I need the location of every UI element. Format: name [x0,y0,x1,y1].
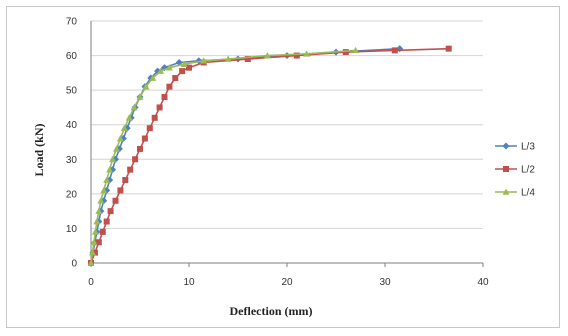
data-point [224,55,232,62]
y-tick-label: 70 [66,17,78,28]
data-point [103,218,110,225]
series-0 [87,45,404,267]
legend-label: L/3 [521,142,535,153]
y-tick-label: 20 [66,189,78,200]
data-point [179,68,186,75]
x-tick-label: 10 [183,277,195,288]
data-point [200,57,208,64]
data-point [445,45,452,52]
y-tick-label: 10 [66,224,78,235]
data-point [166,83,173,90]
line-chart: 0 10 20 30 40 50 60 70 0 10 20 30 40 L/3 L/2 L/4 Defle… [32,17,535,319]
data-point [161,94,168,101]
data-point [125,114,133,121]
data-point [293,52,300,59]
data-point [95,239,102,246]
data-point [112,197,119,204]
legend-swatch-marker [502,142,510,150]
legend-item: L/2 [495,165,535,176]
data-point [93,218,101,225]
data-point [244,56,251,63]
data-point [90,238,98,246]
y-tick-label: 40 [66,120,78,131]
x-axis-title: Deflection (mm) [230,304,313,318]
data-point [100,186,108,194]
data-point [109,155,117,163]
series-line [90,49,356,264]
data-point [122,177,129,184]
legend-item: L/4 [495,188,535,199]
x-tick-label: 20 [281,277,293,288]
legend: L/3 L/2 L/4 [495,142,535,199]
data-point [117,187,124,194]
y-tick-label: 60 [66,51,78,62]
series-1 [88,45,452,266]
data-point [146,125,153,132]
data-point [165,64,173,71]
data-point [95,207,103,214]
data-point [120,124,128,131]
data-point [303,50,311,57]
data-point [342,49,349,56]
y-tick-label: 0 [71,259,77,270]
data-point [136,93,144,100]
data-point [180,60,188,68]
data-point [99,228,106,235]
data-point [151,114,158,121]
legend-label: L/2 [521,165,535,176]
data-point [107,208,114,215]
data-point [149,74,157,81]
data-point [116,135,124,142]
data-point [112,145,120,152]
data-point [186,64,192,71]
data-point [88,249,96,256]
data-point [391,47,398,54]
data-point [172,75,179,82]
data-point [142,83,150,90]
y-tick-label: 50 [66,86,78,97]
data-point [91,228,99,235]
y-tick-label: 30 [66,155,78,166]
series-group [87,45,452,267]
data-point [157,67,165,74]
chart-frame: 0 10 20 30 40 50 60 70 0 10 20 30 40 L/3 L/2 L/4 Defle… [6,6,560,328]
x-tick-label: 40 [477,277,489,288]
y-axis-title: Load (kN) [32,123,46,176]
legend-swatch-marker [502,188,510,195]
data-point [97,197,105,204]
data-point [127,166,134,173]
data-point [132,156,139,163]
data-point [141,135,148,142]
data-point [263,52,271,59]
data-point [175,58,183,66]
legend-swatch-marker [503,166,509,172]
x-tick-label: 30 [379,277,391,288]
data-point [103,176,111,183]
data-point [87,259,95,266]
data-point [130,103,138,111]
data-point [91,249,98,256]
data-point [352,46,360,54]
legend-label: L/4 [521,188,535,199]
series-2 [87,46,360,266]
series-line [90,47,449,264]
data-point [156,104,163,111]
data-point [106,166,114,173]
data-point [137,145,143,152]
legend-item: L/3 [495,142,535,153]
x-tick-label: 0 [88,277,94,288]
